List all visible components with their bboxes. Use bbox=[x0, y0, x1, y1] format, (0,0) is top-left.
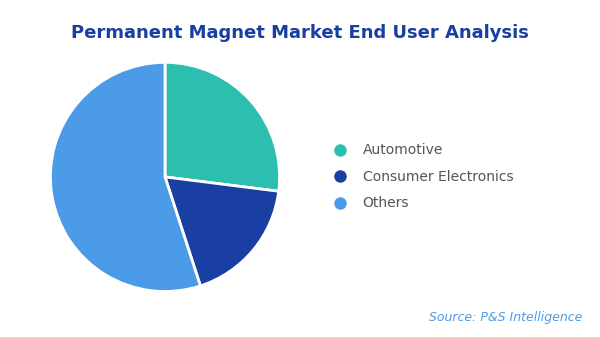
Wedge shape bbox=[50, 62, 200, 292]
Text: Source: P&S Intelligence: Source: P&S Intelligence bbox=[428, 310, 582, 324]
Wedge shape bbox=[165, 177, 278, 286]
Text: Permanent Magnet Market End User Analysis: Permanent Magnet Market End User Analysi… bbox=[71, 24, 529, 41]
Legend: Automotive, Consumer Electronics, Others: Automotive, Consumer Electronics, Others bbox=[321, 138, 519, 216]
Wedge shape bbox=[165, 62, 280, 191]
